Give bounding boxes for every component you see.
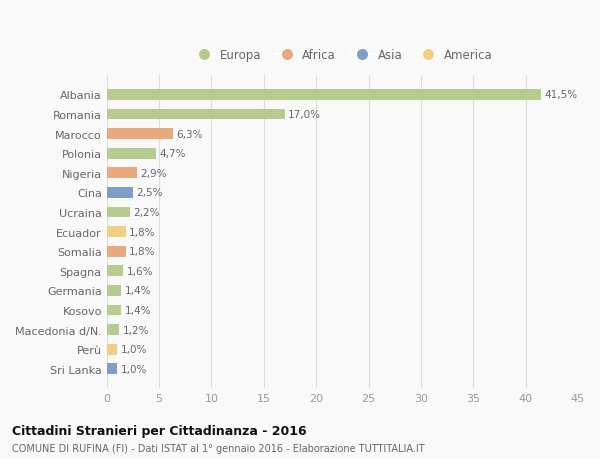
Text: 2,2%: 2,2%: [133, 207, 160, 218]
Text: 6,3%: 6,3%: [176, 129, 202, 139]
Text: 1,6%: 1,6%: [127, 266, 153, 276]
Bar: [107, 266, 124, 276]
Text: 1,8%: 1,8%: [129, 227, 155, 237]
Bar: [107, 207, 130, 218]
Text: 1,0%: 1,0%: [121, 344, 147, 354]
Text: 1,4%: 1,4%: [125, 305, 151, 315]
Bar: [107, 325, 119, 335]
Text: 2,9%: 2,9%: [140, 168, 167, 179]
Bar: [107, 148, 156, 159]
Text: 1,4%: 1,4%: [125, 286, 151, 296]
Legend: Europa, Africa, Asia, America: Europa, Africa, Asia, America: [190, 47, 494, 65]
Text: Cittadini Stranieri per Cittadinanza - 2016: Cittadini Stranieri per Cittadinanza - 2…: [12, 424, 307, 437]
Bar: [107, 188, 133, 198]
Text: 4,7%: 4,7%: [159, 149, 185, 159]
Bar: [107, 305, 121, 316]
Bar: [107, 227, 125, 237]
Bar: [107, 168, 137, 179]
Text: 1,8%: 1,8%: [129, 246, 155, 257]
Text: COMUNE DI RUFINA (FI) - Dati ISTAT al 1° gennaio 2016 - Elaborazione TUTTITALIA.: COMUNE DI RUFINA (FI) - Dati ISTAT al 1°…: [12, 443, 425, 453]
Bar: [107, 285, 121, 296]
Bar: [107, 109, 285, 120]
Text: 2,5%: 2,5%: [136, 188, 163, 198]
Text: 41,5%: 41,5%: [544, 90, 578, 100]
Bar: [107, 129, 173, 140]
Text: 1,0%: 1,0%: [121, 364, 147, 374]
Bar: [107, 344, 117, 355]
Text: 1,2%: 1,2%: [122, 325, 149, 335]
Bar: [107, 90, 541, 101]
Bar: [107, 364, 117, 375]
Bar: [107, 246, 125, 257]
Text: 17,0%: 17,0%: [288, 110, 321, 120]
